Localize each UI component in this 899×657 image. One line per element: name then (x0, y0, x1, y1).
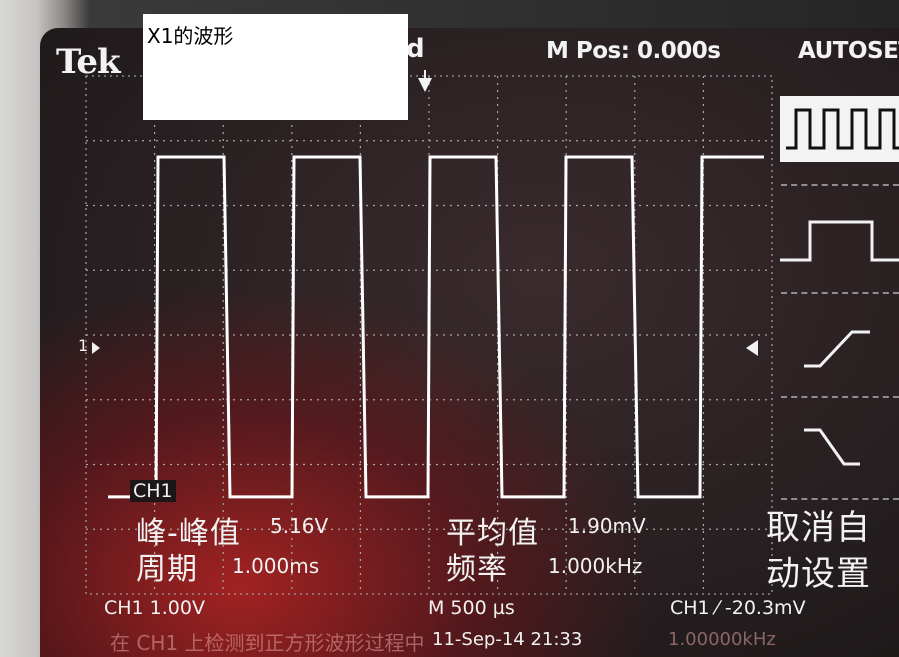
falling-edge-icon[interactable] (780, 420, 899, 472)
date-time: 11-Sep-14 21:33 (432, 629, 583, 650)
frequency-readout: 1.00000kHz (668, 629, 776, 650)
horizontal-position: M Pos: 0.000s (546, 38, 721, 64)
menu-title: AUTOSET (798, 38, 899, 64)
menu-divider (781, 184, 899, 186)
ch1-ground-marker (92, 342, 100, 354)
caption-text: X1的波形 (147, 24, 234, 48)
cancel-autoset-line2[interactable]: 动设置 (766, 554, 871, 594)
peak-to-peak-label: 峰-峰值 (136, 516, 241, 551)
brand-logo: Tek (56, 42, 121, 82)
caption-overlay: X1的波形 (143, 14, 408, 120)
frequency-value: 1.000kHz (548, 554, 643, 578)
cancel-autoset-line1[interactable]: 取消自 (766, 508, 871, 548)
single-pulse-icon[interactable] (780, 210, 899, 270)
ch1-vertical-scale: CH1 1.00V (104, 597, 205, 619)
trigger-level-arrow (746, 340, 758, 356)
period-label: 周期 (136, 552, 198, 587)
trigger-position-arrow (418, 78, 432, 92)
ch1-waveform-trace (108, 155, 764, 499)
ch1-marker-label: 1 (78, 336, 89, 355)
timebase-setting: M 500 µs (428, 597, 515, 619)
menu-divider (781, 498, 899, 500)
square-wave-icon (786, 108, 899, 150)
peak-to-peak-value: 5.16V (270, 514, 329, 538)
ch1-trace-label: CH1 (130, 480, 176, 502)
status-message: 在 CH1 上检测到正方形波形过程中 (110, 631, 425, 655)
period-value: 1.000ms (232, 554, 320, 578)
mean-value: 1.90mV (568, 514, 646, 538)
menu-divider (781, 292, 899, 294)
menu-divider (781, 396, 899, 398)
trigger-readout: CH1 ⁄ -20.3mV (670, 597, 806, 619)
frequency-label: 频率 (446, 552, 508, 587)
rising-edge-icon[interactable] (780, 318, 899, 374)
autoset-square-wave-button[interactable] (780, 96, 899, 162)
mean-label: 平均值 (446, 516, 539, 551)
